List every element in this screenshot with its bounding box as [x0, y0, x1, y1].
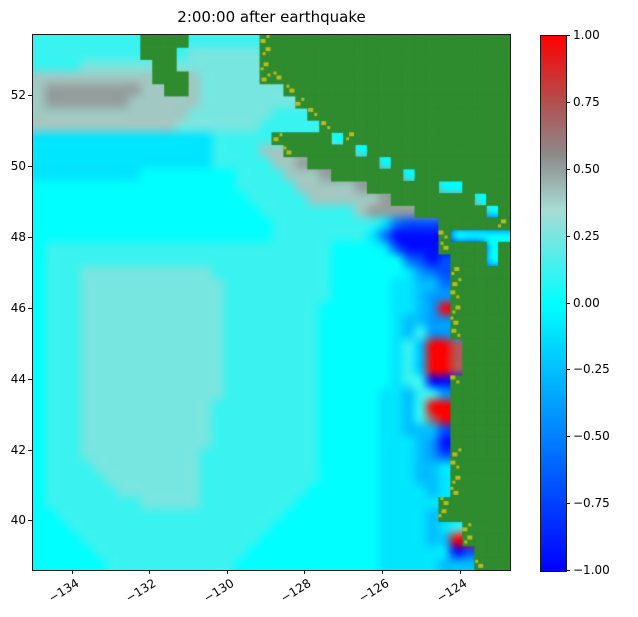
colorbar-tick-mark — [566, 302, 570, 304]
colorbar-tick-label: −0.25 — [573, 362, 610, 377]
y-tick-mark — [28, 307, 32, 309]
x-tick-mark — [382, 570, 384, 574]
colorbar-tick-mark — [566, 570, 570, 571]
y-tick-label: 52 — [10, 88, 26, 103]
x-tick-mark — [149, 570, 151, 574]
x-tick-label: −128 — [278, 576, 314, 606]
y-tick-label: 44 — [10, 371, 26, 386]
colorbar-tick-mark — [566, 503, 570, 505]
colorbar-tick-mark — [566, 235, 570, 237]
x-tick-label: −130 — [200, 576, 237, 606]
colorbar-tick-label: 1.00 — [573, 28, 600, 42]
x-tick-label: −134 — [45, 576, 82, 606]
y-tick-mark — [28, 520, 32, 522]
y-tick-label: 46 — [10, 300, 26, 315]
colorbar-tick-label: 0.75 — [573, 94, 600, 109]
x-tick-mark — [71, 570, 73, 574]
colorbar-tick-label: 0.25 — [573, 228, 600, 243]
colorbar-tick-mark — [566, 369, 570, 371]
colorbar-tick-mark — [566, 35, 570, 36]
x-tick-label: −132 — [123, 576, 159, 606]
x-tick-mark — [226, 570, 228, 574]
y-tick-mark — [28, 95, 32, 97]
colorbar-tick-label: −1.00 — [573, 563, 610, 577]
colorbar-tick-label: 0.50 — [573, 161, 600, 176]
x-tick-mark — [304, 570, 306, 574]
y-tick-label: 40 — [10, 513, 26, 528]
colorbar-tick-label: −0.75 — [573, 496, 610, 511]
y-tick-mark — [28, 449, 32, 451]
y-tick-mark — [28, 166, 32, 168]
y-tick-label: 42 — [10, 442, 26, 457]
colorbar-tick-mark — [566, 101, 570, 103]
colorbar-tick-label: −0.50 — [573, 429, 610, 444]
x-tick-label: −124 — [433, 576, 469, 606]
colorbar-tick-label: 0.00 — [573, 295, 600, 310]
colorbar-tick-mark — [566, 168, 570, 170]
y-tick-label: 50 — [10, 159, 26, 174]
x-tick-mark — [459, 570, 461, 574]
plot-title: 2:00:00 after earthquake — [177, 8, 366, 26]
y-tick-mark — [28, 236, 32, 238]
y-tick-label: 48 — [10, 229, 26, 244]
colorbar-tick-mark — [566, 436, 570, 438]
colorbar — [540, 35, 567, 572]
x-tick-label: −126 — [356, 576, 392, 606]
tsunami-surface-heatmap — [33, 35, 510, 570]
y-tick-mark — [28, 378, 32, 380]
